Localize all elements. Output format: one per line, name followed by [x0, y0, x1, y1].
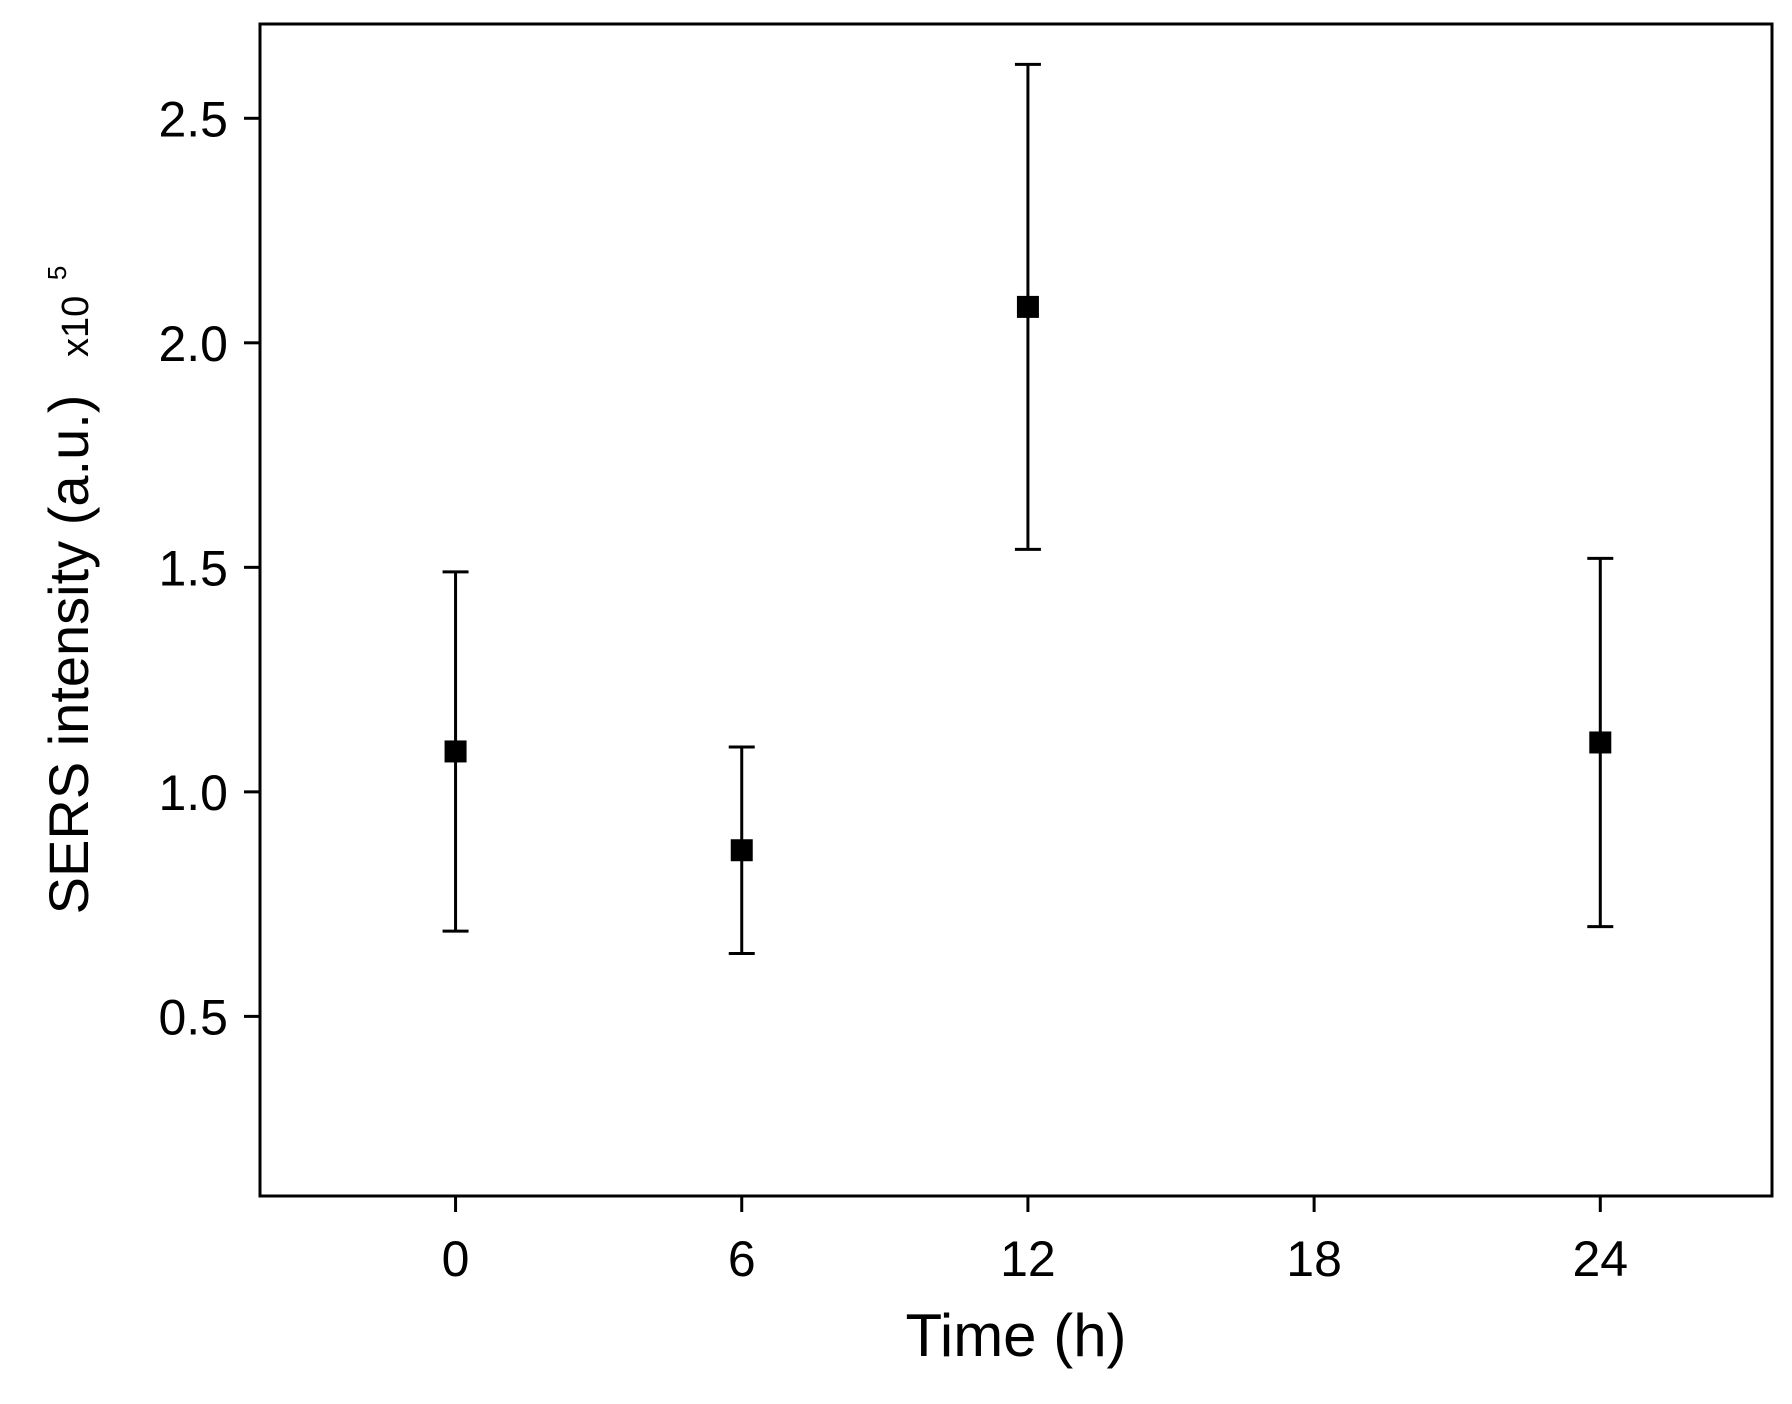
y-tick-label: 1.0 [158, 765, 228, 821]
data-point [1589, 731, 1612, 754]
y-tick-label: 0.5 [158, 989, 228, 1045]
y-axis-title-multiplier: x10 [55, 296, 97, 357]
x-tick-label: 18 [1286, 1231, 1342, 1287]
data-point [444, 740, 467, 763]
x-tick-label: 24 [1572, 1231, 1628, 1287]
y-axis-title-exponent: 5 [42, 266, 72, 280]
data-point [730, 839, 753, 862]
y-axis-title-main: SERS intensity (a.u.) [37, 395, 100, 915]
x-tick-label: 6 [728, 1231, 756, 1287]
plot-group: 0 6 12 18 24 0.5 1.0 1.5 2.0 2.5 [158, 22, 1774, 1287]
x-tick-label: 0 [442, 1231, 470, 1287]
data-point [1016, 295, 1039, 318]
y-tick-label: 1.5 [158, 540, 228, 596]
x-axis-title: Time (h) [905, 1302, 1126, 1369]
y-tick-label: 2.0 [158, 316, 228, 372]
plot-frame [258, 22, 1774, 1198]
y-axis-title: SERS intensity (a.u.) x10 5 [37, 266, 100, 915]
x-tick-label: 12 [1000, 1231, 1056, 1287]
y-tick-label: 2.5 [158, 91, 228, 147]
